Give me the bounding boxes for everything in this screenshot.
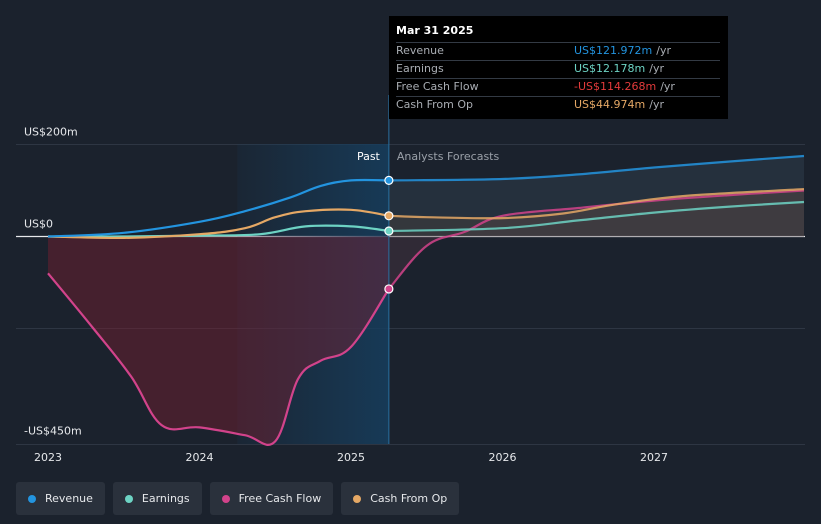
free-cash-flow-forecast-line <box>388 189 805 290</box>
earnings-forecast-line <box>388 200 805 233</box>
revenue-marker <box>384 175 394 185</box>
legend-dot-icon <box>221 494 230 503</box>
legend-item-free-cash-flow[interactable]: Free Cash Flow <box>209 482 334 515</box>
y-tick-label: US$0 <box>24 218 53 231</box>
series-areas <box>48 156 804 445</box>
tooltip-label: Free Cash Flow <box>396 80 479 93</box>
divider-markers <box>384 95 394 444</box>
legend-label: Cash From Op <box>370 492 448 505</box>
cash-from-op-past-line <box>47 208 390 240</box>
y-tick-label: US$200m <box>24 126 78 139</box>
legend-item-revenue[interactable]: Revenue <box>16 482 105 515</box>
x-tick-label: 2024 <box>186 451 214 464</box>
tooltip-unit: /yr <box>649 98 664 111</box>
past-region <box>237 144 389 444</box>
tooltip-row-free-cash-flow: Free Cash Flow -US$114.268m /yr <box>396 78 720 96</box>
legend-item-earnings[interactable]: Earnings <box>112 482 202 515</box>
fcf-past-area <box>48 236 389 445</box>
tooltip-unit: /yr <box>656 44 671 57</box>
legend-dot-icon <box>124 494 133 503</box>
tooltip-row-cash-from-op: Cash From Op US$44.974m /yr <box>396 96 720 114</box>
tooltip-value: US$44.974m <box>574 98 646 111</box>
forecast-label: Analysts Forecasts <box>397 150 500 163</box>
legend-dot-icon <box>28 494 36 503</box>
free-cash-flow-marker <box>384 284 394 294</box>
tooltip-label: Cash From Op <box>396 98 474 111</box>
legend-label: Earnings <box>141 492 190 505</box>
tooltip-row-revenue: Revenue US$121.972m /yr <box>396 42 720 60</box>
fcf-forecast-area <box>388 190 804 289</box>
tooltip-unit: /yr <box>660 80 675 93</box>
free-cash-flow-past-line <box>47 272 390 446</box>
cash-from-op-forecast-area <box>388 189 804 237</box>
earnings-past-line <box>47 224 390 238</box>
legend-label: Free Cash Flow <box>238 492 322 505</box>
tooltip-unit: /yr <box>649 62 664 75</box>
tooltip-date: Mar 31 2025 <box>396 24 474 37</box>
x-tick-label: 2027 <box>640 451 668 464</box>
cash-from-op-marker <box>384 211 394 221</box>
x-tick-label: 2023 <box>34 451 62 464</box>
revenue-forecast-line <box>388 154 805 182</box>
axis-labels: US$200m US$0 -US$450m 2023 2024 2025 2026 2027 P… <box>24 126 668 465</box>
y-tick-label: -US$450m <box>24 425 82 438</box>
tooltip-value: US$121.972m <box>574 44 653 57</box>
tooltip-label: Earnings <box>396 62 444 75</box>
series-lines <box>47 154 805 446</box>
legend-label: Revenue <box>45 492 93 505</box>
earnings-marker <box>384 226 394 236</box>
legend-item-cash-from-op[interactable]: Cash From Op <box>341 482 460 515</box>
cash-from-op-forecast-line <box>388 188 805 220</box>
legend: Revenue Earnings Free Cash Flow Cash Fro… <box>16 482 467 515</box>
tooltip-label: Revenue <box>396 44 444 57</box>
legend-dot-icon <box>353 494 362 503</box>
x-tick-label: 2025 <box>337 451 365 464</box>
past-band <box>237 144 389 444</box>
x-tick-label: 2026 <box>489 451 517 464</box>
tooltip: Mar 31 2025 Revenue US$121.972m /yr Earn… <box>389 16 728 119</box>
tooltip-value: -US$114.268m <box>574 80 657 93</box>
revenue-forecast-area <box>388 156 804 237</box>
tooltip-row-earnings: Earnings US$12.178m /yr <box>396 60 720 78</box>
past-label: Past <box>357 150 381 163</box>
tooltip-value: US$12.178m <box>574 62 646 75</box>
revenue-past-line <box>47 178 389 238</box>
